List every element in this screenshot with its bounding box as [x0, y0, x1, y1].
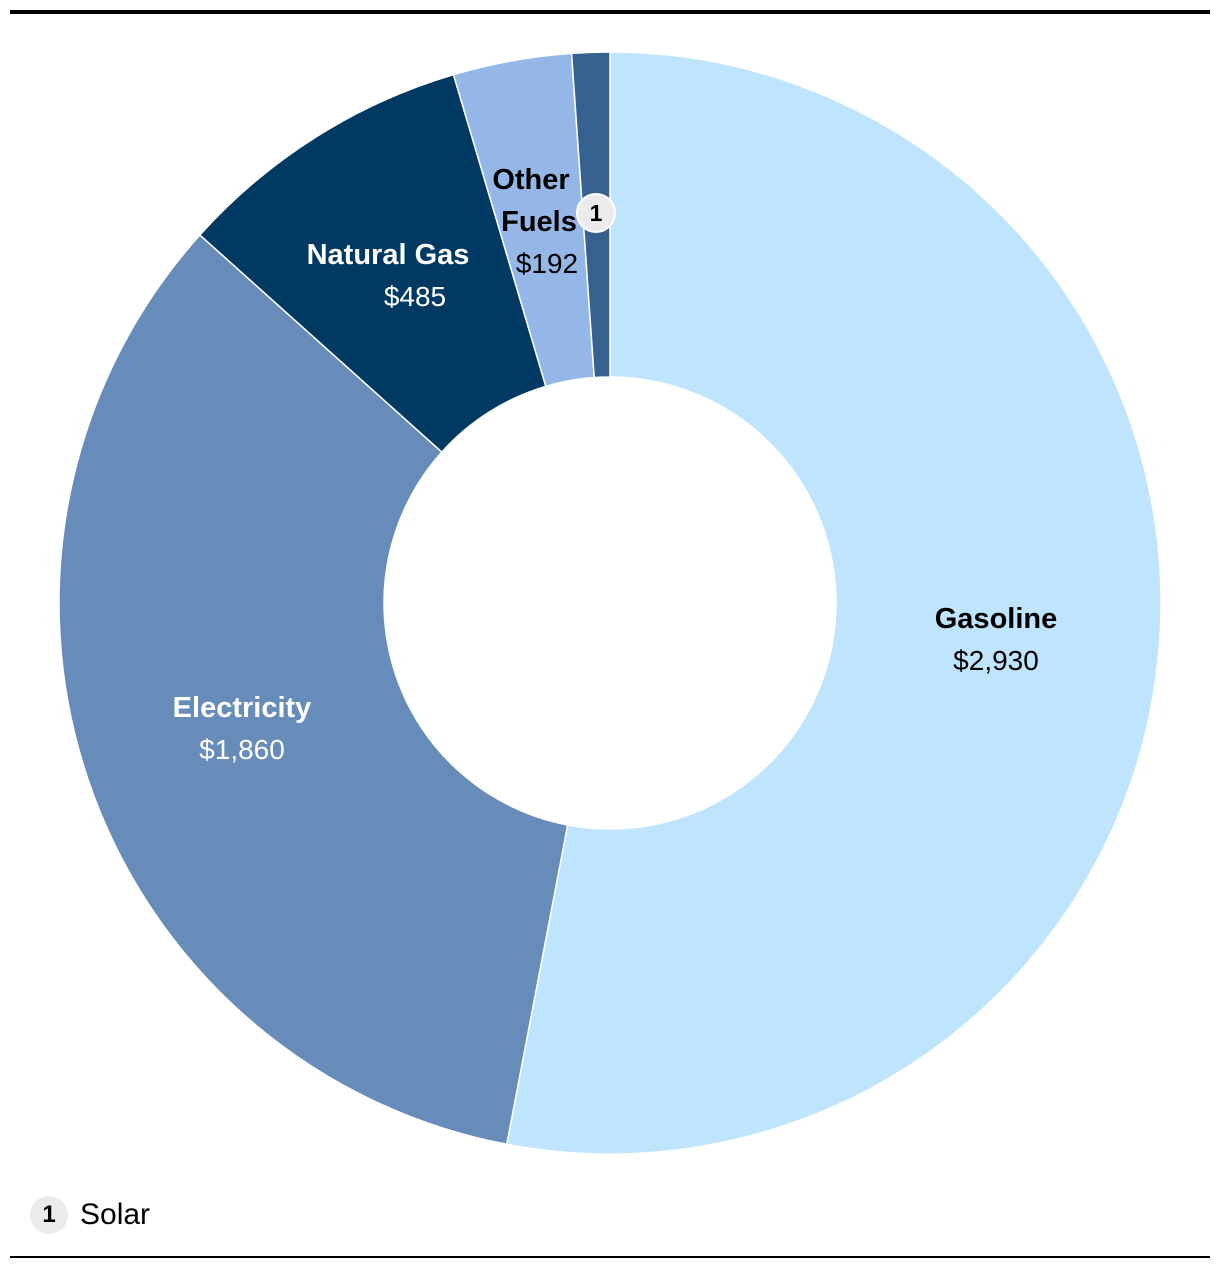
- bottom-rule: [10, 1256, 1210, 1258]
- donut-chart: Gasoline $2,930 Electricity $1,860 Natural G…: [58, 51, 1162, 1155]
- slice-natural-gas: [198, 73, 547, 454]
- slice-natural-gas-label: Natural Gas: [307, 239, 470, 271]
- slice-other-fuels-value: $192: [516, 248, 578, 279]
- slice-natural-gas-value: $485: [384, 281, 446, 312]
- slice-electricity: [58, 233, 569, 1146]
- slice-other-fuels-label-line-2: Fuels: [501, 206, 577, 238]
- slice-gasoline-label: Gasoline: [935, 603, 1058, 635]
- slice-gasoline: [505, 51, 1162, 1155]
- slice-gasoline-value: $2,930: [953, 645, 1039, 676]
- slice-electricity-value: $1,860: [199, 734, 285, 765]
- slice-electricity-label: Electricity: [173, 692, 312, 724]
- top-rule: [10, 10, 1210, 14]
- legend: 1 Solar: [30, 1196, 150, 1234]
- slices-group: [58, 51, 1162, 1155]
- labels-group: Gasoline $2,930 Electricity $1,860 Natural G…: [173, 164, 1058, 765]
- legend-solar-label: Solar: [80, 1198, 151, 1231]
- slice-other-fuels-label-line-1: Other: [492, 164, 569, 196]
- slice-solar-marker-text: 1: [590, 200, 603, 226]
- slice-solar-marker-badge: 1: [576, 193, 616, 233]
- legend-marker-badge: 1: [30, 1196, 68, 1234]
